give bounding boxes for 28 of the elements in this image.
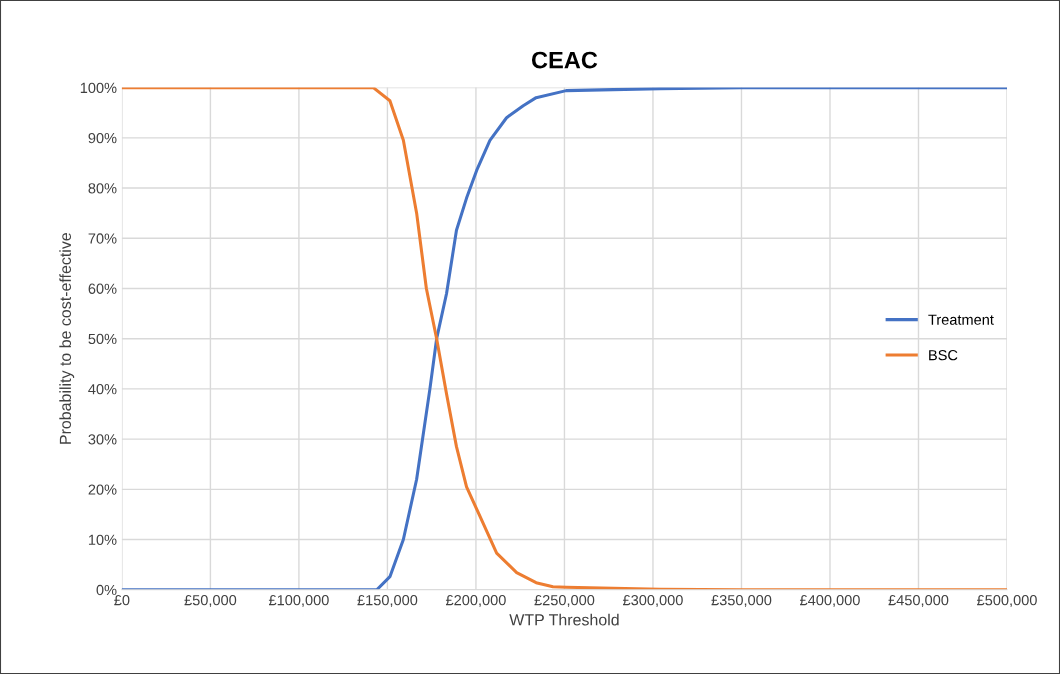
- x-axis-title: WTP Threshold: [509, 613, 619, 626]
- y-axis-title: Probability to be cost-effective: [59, 232, 75, 444]
- y-tick-label: 30%: [88, 434, 117, 445]
- x-tick-label: £450,000: [888, 595, 949, 608]
- x-tick-label: £300,000: [622, 595, 683, 608]
- y-tick-label: 80%: [88, 183, 117, 194]
- x-tick-label: £350,000: [711, 595, 772, 608]
- x-tick-label: £400,000: [799, 595, 860, 608]
- y-tick-label: 70%: [88, 233, 117, 244]
- y-tick-label: 0%: [96, 584, 117, 596]
- y-tick-label: 90%: [88, 132, 117, 144]
- x-tick-label: £250,000: [534, 595, 595, 608]
- y-tick-label: 10%: [88, 534, 117, 545]
- legend-label: Treatment: [928, 314, 994, 325]
- y-tick-label: 20%: [88, 484, 117, 495]
- y-tick-label: 60%: [88, 283, 117, 294]
- x-tick-label: £500,000: [977, 595, 1037, 608]
- y-tick-label: 100%: [80, 82, 117, 94]
- x-tick-label: £50,000: [184, 595, 237, 608]
- x-tick-label: £200,000: [445, 595, 506, 608]
- chart-title: CEAC: [531, 51, 598, 69]
- y-tick-label: 40%: [88, 384, 117, 395]
- line-series: [121, 87, 1007, 590]
- x-tick-label: £0: [114, 595, 130, 606]
- legend-label: BSC: [929, 350, 958, 361]
- y-tick-label: 50%: [88, 333, 117, 345]
- x-tick-label: £100,000: [268, 595, 329, 608]
- x-tick-label: £150,000: [357, 595, 418, 608]
